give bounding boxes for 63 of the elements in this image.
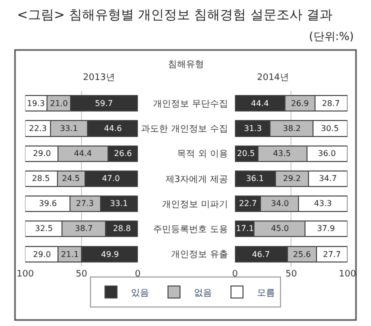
text: <그림> 침해유형별 개인정보 침해경험 설문조사 결과 <box>17 8 332 23</box>
data-label: 43.5 <box>273 149 291 158</box>
legend-label: 모름 <box>257 288 275 298</box>
data-label: 37.9 <box>317 224 335 233</box>
y-tick-label: 제3자에게 제공 <box>165 174 228 185</box>
data-label: 20.5 <box>237 149 255 158</box>
data-label: 19.3 <box>27 99 45 108</box>
data-label: 46.7 <box>252 250 270 259</box>
y-axis-title: 침해유형 <box>168 60 204 70</box>
data-label: 24.5 <box>62 174 80 183</box>
data-label: 27.7 <box>323 250 341 259</box>
data-label: 21.0 <box>50 99 68 108</box>
y-tick-label: 주민등록번호 도용 <box>153 225 228 236</box>
data-label: 26.9 <box>291 99 309 108</box>
data-label: 29.0 <box>33 250 51 259</box>
data-label: 31.3 <box>244 124 262 133</box>
data-label: 22.3 <box>29 124 47 133</box>
data-label: 43.3 <box>314 199 332 208</box>
x-tick-label: 0 <box>232 270 238 280</box>
x-tick-label: 0 <box>134 270 141 280</box>
x-tick-label: 50 <box>76 270 88 280</box>
data-label: 49.9 <box>101 250 119 259</box>
data-label: 25.6 <box>293 250 311 259</box>
y-tick-label: 개인정보 유출 <box>171 250 228 260</box>
data-label: 38.2 <box>283 124 301 133</box>
data-label: 59.7 <box>95 99 113 108</box>
legend-label: 있음 <box>131 288 149 298</box>
data-label: 44.4 <box>251 99 269 108</box>
x-tick-label: 100 <box>338 270 356 280</box>
x-tick-label: 50 <box>285 270 298 280</box>
data-label: 27.3 <box>76 199 94 208</box>
data-label: 34.7 <box>319 174 337 183</box>
data-label: 44.6 <box>104 124 122 133</box>
chart-title: 2013년 <box>83 73 115 83</box>
data-label: 33.1 <box>110 199 128 208</box>
chart-title: 2014년 <box>257 73 289 83</box>
data-label: 28.5 <box>32 174 50 183</box>
legend-label: 없음 <box>194 288 212 298</box>
y-tick-label: 개인정보 무단수집 <box>153 99 228 110</box>
y-tick-label: 과도한 개인정보 수집 <box>141 124 228 135</box>
data-label: 26.6 <box>114 149 132 158</box>
data-label: 30.5 <box>321 124 339 133</box>
data-label: 17.1 <box>236 224 254 233</box>
data-label: 28.8 <box>113 224 131 233</box>
data-label: 29.2 <box>283 174 301 183</box>
data-label: 39.6 <box>39 199 57 208</box>
data-label: 38.7 <box>75 224 93 233</box>
data-label: 32.5 <box>35 224 53 233</box>
data-label: 36.1 <box>246 174 264 183</box>
data-label: 22.7 <box>239 199 257 208</box>
data-label: 47.0 <box>102 174 120 183</box>
text: (단위:%) <box>309 30 354 43</box>
data-label: 28.7 <box>322 99 340 108</box>
data-label: 36.0 <box>318 149 336 158</box>
data-label: 45.0 <box>271 224 289 233</box>
y-tick-label: 개인정보 미파기 <box>162 200 228 210</box>
data-label: 29.0 <box>33 149 51 158</box>
data-label: 44.4 <box>74 149 92 158</box>
data-label: 21.1 <box>61 250 79 259</box>
y-tick-label: 목적 외 이용 <box>177 150 228 160</box>
x-tick-label: 100 <box>16 270 34 280</box>
data-label: 33.1 <box>60 124 78 133</box>
data-label: 34.0 <box>271 199 289 208</box>
